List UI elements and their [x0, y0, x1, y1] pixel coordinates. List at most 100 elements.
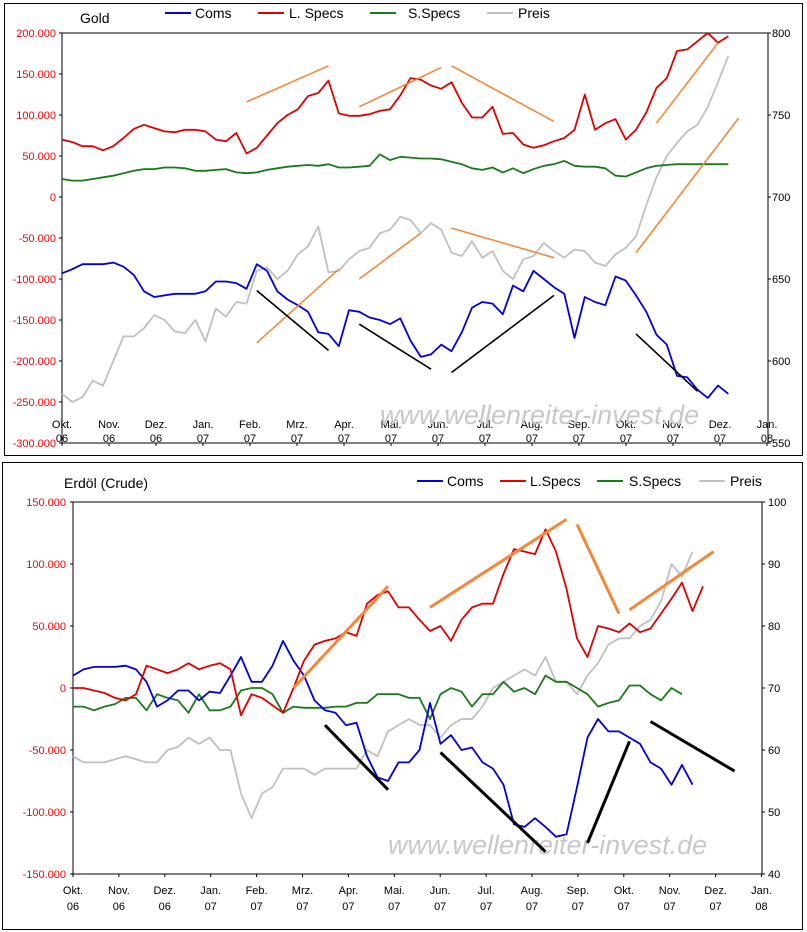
- crude-legend-label-coms: Coms: [447, 473, 484, 489]
- gold-x-tick-year: 07: [573, 433, 585, 445]
- crude-trend-line-orange: [429, 518, 568, 609]
- gold-chart: Gold 200.000 150.000 100.000 50.000 0 -50.000…: [13, 5, 791, 450]
- gold-x-tick-year: 07: [667, 433, 679, 445]
- gold-left-tick-label: -250.000: [13, 397, 56, 409]
- gold-x-tick-month: Dez.: [709, 419, 732, 431]
- crude-x-tick-month: Dez.: [153, 885, 176, 897]
- gold-right-tick-label: 700: [772, 192, 790, 204]
- crude-right-tick-label: 60: [768, 745, 780, 757]
- crude-x-tick-year: 07: [342, 901, 354, 913]
- crude-x-tick-month: Nov.: [108, 885, 130, 897]
- crude-x-tick-year: 06: [113, 901, 125, 913]
- crude-right-tick-label: 80: [768, 621, 780, 633]
- crude-x-tick-month: Mrz.: [292, 885, 313, 897]
- gold-watermark: www.wellenreiter-invest.de: [380, 400, 699, 430]
- gold-series-price: [61, 55, 730, 403]
- crude-trend-line-black: [586, 740, 631, 844]
- crude-trend-line-black: [649, 720, 736, 773]
- crude-x-tick-year: 07: [572, 901, 584, 913]
- gold-series-short-specs: [61, 153, 729, 182]
- gold-x-tick-month: Nov.: [98, 419, 120, 431]
- gold-right-tick-label: 800: [772, 28, 790, 40]
- gold-x-tick-year: 07: [714, 433, 726, 445]
- gold-chart-panel: Gold 200.000 150.000 100.000 50.000 0 -50.000…: [0, 0, 807, 456]
- gold-trend-line-orange: [358, 232, 422, 280]
- crude-x-tick-year: 07: [434, 901, 446, 913]
- gold-left-tick-label: -50.000: [19, 233, 56, 245]
- gold-left-tick-label: 200.000: [16, 28, 56, 40]
- gold-x-tick-year: 07: [244, 433, 256, 445]
- crude-trend-line-black: [439, 751, 547, 853]
- crude-x-tick-year: 07: [709, 901, 721, 913]
- gold-x-tick-month: Jul.: [476, 419, 493, 431]
- gold-legend-label-short-specs: S.Specs: [408, 5, 460, 21]
- crude-x-tick-month: Aug.: [521, 885, 544, 897]
- gold-x-tick-year: 07: [432, 433, 444, 445]
- crude-legend-label-price: Preis: [730, 473, 762, 489]
- crude-series-short-specs: [73, 674, 683, 720]
- crude-x-tick-month: Nov.: [659, 885, 681, 897]
- crude-plot-area: [72, 501, 763, 875]
- gold-left-tick-label: -150.000: [13, 315, 56, 327]
- crude-x-tick-year: 07: [618, 901, 630, 913]
- crude-x-tick-year: 07: [205, 901, 217, 913]
- crude-x-tick-year: 06: [67, 901, 79, 913]
- crude-x-tick-month: Jun.: [430, 885, 451, 897]
- gold-legend-label-coms: Coms: [195, 5, 232, 21]
- gold-left-tick-label: 0: [50, 192, 56, 204]
- gold-x-tick-month: Sep.: [568, 419, 591, 431]
- crude-left-tick-label: -150.000: [23, 869, 66, 881]
- gold-x-tick-year: 06: [56, 433, 68, 445]
- crude-trend-line-orange: [575, 523, 621, 615]
- gold-x-tick-year: 07: [385, 433, 397, 445]
- gold-right-tick-label: 750: [772, 110, 790, 122]
- gold-left-tick-label: -100.000: [13, 274, 56, 286]
- crude-x-tick-month: Jul.: [478, 885, 495, 897]
- crude-x-tick-month: Mai.: [384, 885, 405, 897]
- crude-x-tick-year: 07: [480, 901, 492, 913]
- crude-x-tick-year: 07: [664, 901, 676, 913]
- crude-x-tick-month: Apr.: [339, 885, 359, 897]
- gold-trend-line-orange: [256, 268, 340, 344]
- crude-x-tick-year: 07: [250, 901, 262, 913]
- crude-x-tick-month: Sep.: [567, 885, 590, 897]
- crude-chart-panel: Erdöl (Crude) 150.000 100.000 50.000 0 -50.0…: [0, 462, 807, 932]
- gold-x-tick-year: 06: [150, 433, 162, 445]
- crude-legend-label-long-specs: L.Specs: [530, 473, 581, 489]
- crude-left-tick-label: 50.000: [32, 621, 66, 633]
- gold-trend-line-orange: [635, 117, 740, 254]
- gold-x-tick-month: Aug.: [521, 419, 544, 431]
- crude-right-tick-label: 70: [768, 683, 780, 695]
- gold-x-tick-year: 08: [761, 433, 773, 445]
- crude-right-tick-label: 90: [768, 559, 780, 571]
- crude-x-tick-month: Okt.: [614, 885, 634, 897]
- gold-x-tick-month: Feb.: [239, 419, 261, 431]
- crude-series-price: [72, 551, 694, 820]
- crude-trend-line-orange: [292, 585, 390, 690]
- crude-left-tick-label: 150.000: [26, 497, 66, 509]
- gold-trend-line-black: [358, 323, 432, 370]
- gold-left-tick-label: -200.000: [13, 356, 56, 368]
- gold-trend-line-orange: [358, 66, 442, 108]
- crude-x-tick-year: 07: [388, 901, 400, 913]
- gold-x-tick-month: Mrz.: [286, 419, 307, 431]
- gold-trend-line-black: [256, 289, 330, 351]
- gold-x-tick-year: 07: [526, 433, 538, 445]
- gold-x-tick-year: 07: [197, 433, 209, 445]
- crude-trend-line-black: [323, 724, 390, 791]
- gold-x-tick-month: Jan.: [757, 419, 778, 431]
- gold-left-tick-label: 150.000: [16, 69, 56, 81]
- crude-left-tick-label: -100.000: [23, 807, 66, 819]
- gold-x-tick-year: 07: [338, 433, 350, 445]
- crude-series-coms: [72, 639, 694, 838]
- gold-x-tick-month: Mai.: [381, 419, 402, 431]
- crude-trend-line-orange: [628, 550, 715, 612]
- crude-x-tick-year: 07: [296, 901, 308, 913]
- crude-x-tick-month: Feb.: [246, 885, 268, 897]
- gold-x-tick-month: Jan.: [193, 419, 214, 431]
- crude-x-tick-month: Jan.: [200, 885, 221, 897]
- gold-x-tick-month: Jun.: [428, 419, 449, 431]
- gold-x-tick-year: 07: [291, 433, 303, 445]
- gold-x-tick-month: Okt.: [52, 419, 72, 431]
- crude-right-tick-label: 40: [768, 869, 780, 881]
